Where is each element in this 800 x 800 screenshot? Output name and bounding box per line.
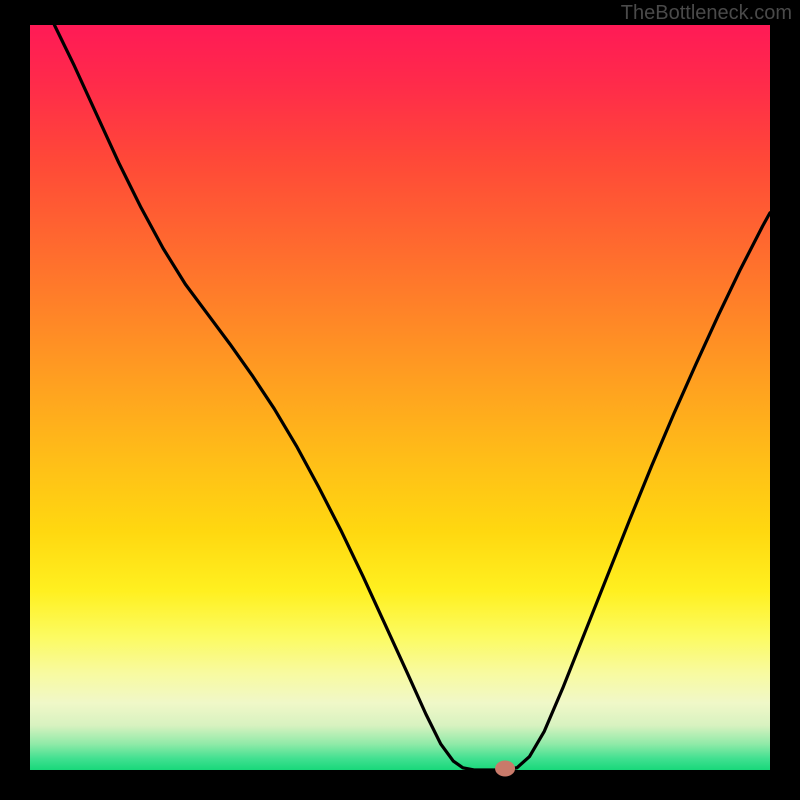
- watermark-text: TheBottleneck.com: [621, 2, 792, 25]
- optimal-marker: [495, 761, 515, 777]
- bottleneck-chart: [0, 0, 800, 800]
- chart-svg: [0, 0, 800, 800]
